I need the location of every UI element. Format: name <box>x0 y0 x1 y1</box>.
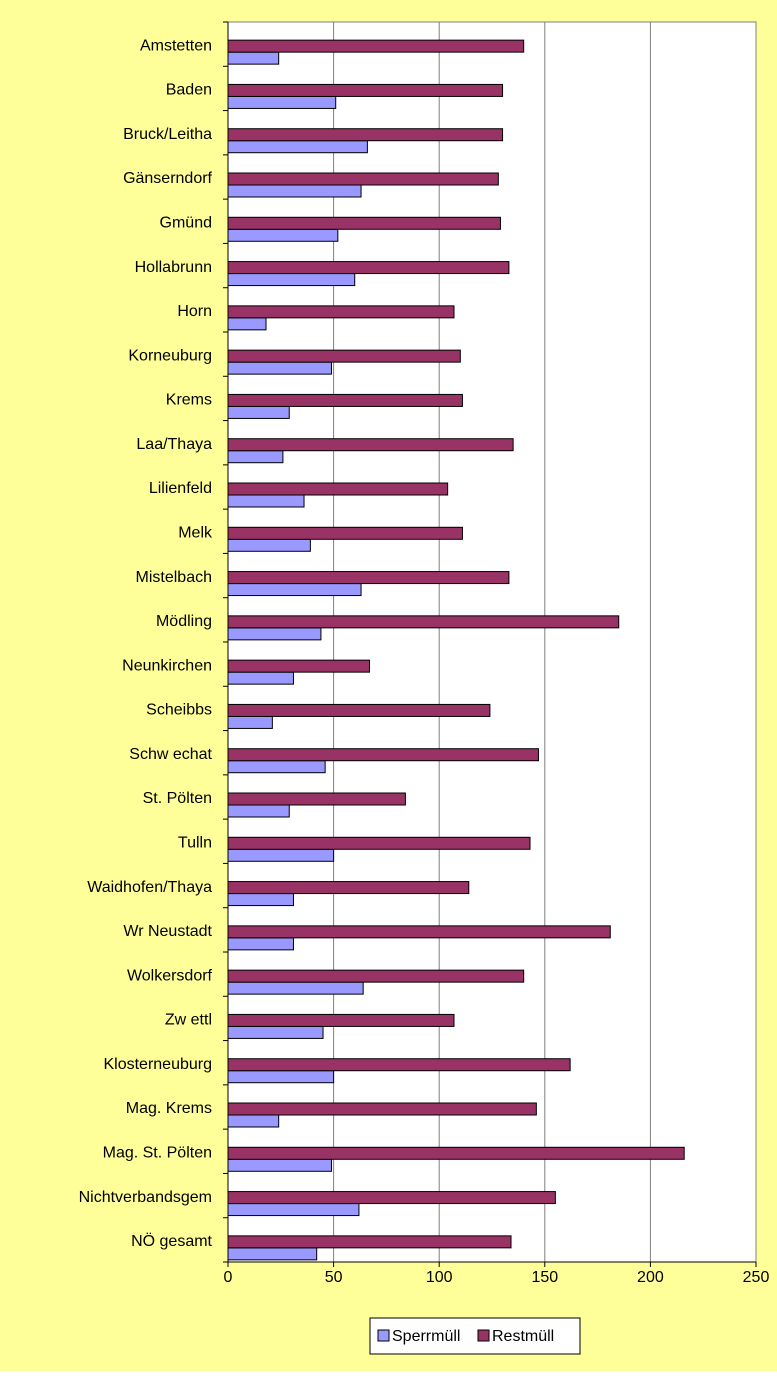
bar <box>227 128 504 142</box>
y-tick-label: Gmünd <box>160 215 212 232</box>
bar <box>227 172 499 186</box>
x-tick-label: 0 <box>224 1269 233 1286</box>
y-tick-label: Hollabrunn <box>135 259 212 276</box>
bar <box>227 1158 332 1172</box>
x-tick-label: 150 <box>531 1269 558 1286</box>
bar <box>227 405 290 419</box>
y-tick-label: Baden <box>166 82 212 99</box>
bar <box>227 969 525 983</box>
y-tick-label: Melk <box>178 525 213 542</box>
x-tick-label: 250 <box>743 1269 770 1286</box>
bar <box>227 1203 360 1217</box>
y-tick-label: Lilienfeld <box>149 480 212 497</box>
bar <box>227 228 339 242</box>
bar <box>227 925 611 939</box>
bar <box>227 1114 280 1128</box>
x-tick-label: 50 <box>325 1269 343 1286</box>
bar <box>227 83 504 97</box>
bar <box>227 1235 512 1249</box>
x-tick-label: 100 <box>426 1269 453 1286</box>
bar <box>227 703 491 717</box>
y-tick-label: Tulln <box>178 835 212 852</box>
bar <box>227 526 463 540</box>
y-tick-label: Mödling <box>156 613 212 630</box>
bar <box>227 893 294 907</box>
y-tick-label: Bruck/Leitha <box>123 126 212 143</box>
y-tick-label: St. Pölten <box>143 790 212 807</box>
y-tick-label: Horn <box>177 303 212 320</box>
bar <box>227 848 335 862</box>
legend-swatch <box>477 1329 490 1342</box>
bar <box>227 216 501 230</box>
legend: Sperrmüll Restmüll <box>369 1317 581 1355</box>
bar <box>227 937 294 951</box>
y-tick-label: Scheibbs <box>146 702 212 719</box>
bar <box>227 671 294 685</box>
legend-box <box>369 1317 581 1355</box>
bar <box>227 184 362 198</box>
bar <box>227 1013 455 1027</box>
y-tick-label: Waidhofen/Thaya <box>87 879 212 896</box>
y-tick-label: Krems <box>166 392 212 409</box>
bar <box>227 393 463 407</box>
bar <box>227 881 470 895</box>
bar <box>227 273 356 287</box>
bar <box>227 627 322 641</box>
bar <box>227 39 525 53</box>
bar <box>227 140 368 154</box>
bar <box>227 748 539 762</box>
bar <box>227 1247 318 1261</box>
bar <box>227 261 510 275</box>
x-tick-label: 200 <box>637 1269 664 1286</box>
bar <box>227 804 290 818</box>
bar <box>227 1146 685 1160</box>
y-tick-label: Nichtverbandsgem <box>79 1189 212 1206</box>
bar <box>227 1058 571 1072</box>
y-tick-label: Zw ettl <box>165 1012 212 1029</box>
bar <box>227 1070 335 1084</box>
y-tick-label: Klosterneuburg <box>103 1056 212 1073</box>
bar <box>227 494 305 508</box>
legend-label: Restmüll <box>492 1328 554 1345</box>
bar <box>227 659 371 673</box>
y-tick-label: NÖ gesamt <box>131 1232 212 1250</box>
bar <box>227 317 267 331</box>
bar <box>227 450 284 464</box>
y-tick-label: Mag. St. Pölten <box>103 1145 212 1162</box>
y-tick-label: Gänserndorf <box>123 170 212 187</box>
bar <box>227 438 514 452</box>
bar <box>227 1191 556 1205</box>
y-tick-label: Mag. Krems <box>126 1100 212 1117</box>
bar <box>227 482 449 496</box>
y-tick-label: Neunkirchen <box>122 657 212 674</box>
bar <box>227 715 273 729</box>
y-tick-label: Wolkersdorf <box>127 967 213 984</box>
y-tick-label: Schw echat <box>129 746 212 763</box>
y-tick-label: Laa/Thaya <box>136 436 212 453</box>
bar <box>227 361 332 375</box>
bar <box>227 538 311 552</box>
legend-label: Sperrmüll <box>392 1328 460 1345</box>
legend-swatch <box>377 1329 390 1342</box>
bar <box>227 95 337 109</box>
bar <box>227 571 510 585</box>
bar <box>227 51 280 65</box>
y-tick-label: Wr Neustadt <box>123 923 212 940</box>
bar <box>227 349 461 363</box>
bar <box>227 836 531 850</box>
bar <box>227 1025 324 1039</box>
y-tick-label: Mistelbach <box>136 569 212 586</box>
bar <box>227 615 620 629</box>
bar <box>227 583 362 597</box>
y-tick-label: Korneuburg <box>128 347 212 364</box>
bar <box>227 981 364 995</box>
bar <box>227 1102 537 1116</box>
bar <box>227 792 406 806</box>
y-tick-label: Amstetten <box>140 37 212 54</box>
bar <box>227 760 326 774</box>
bar <box>227 305 455 319</box>
